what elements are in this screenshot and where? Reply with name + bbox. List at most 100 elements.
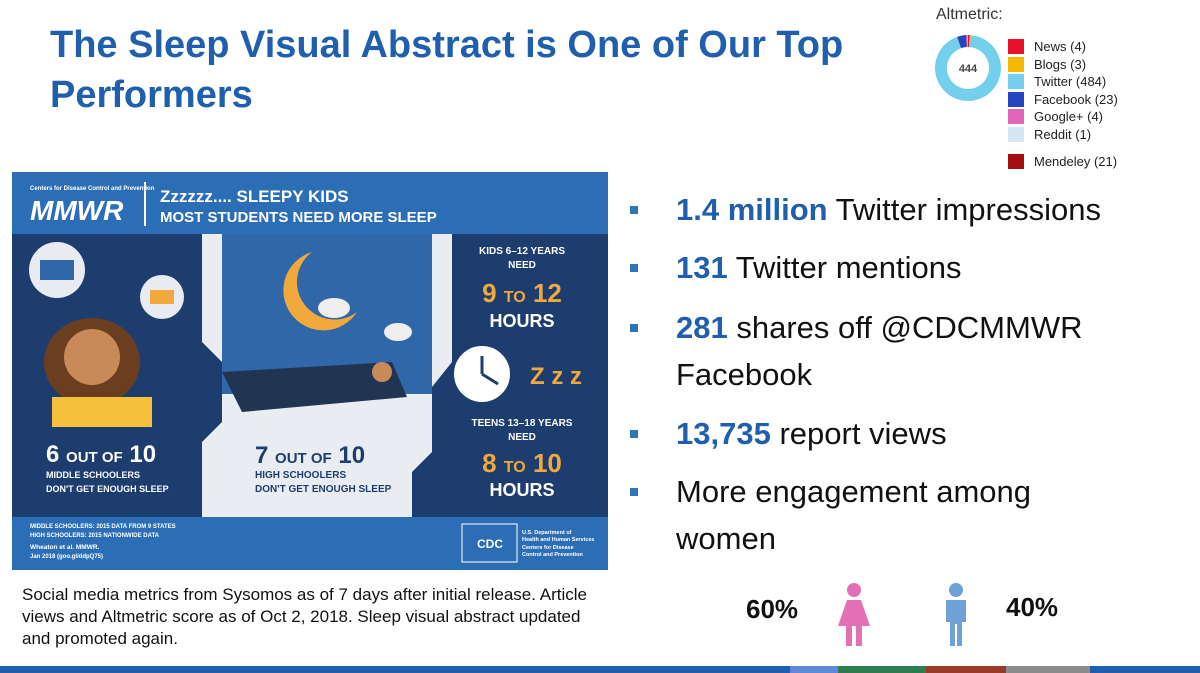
citation: Wheaton et al. MMWR.: [30, 544, 100, 551]
bottom-bar: [0, 666, 1200, 673]
bar-segment: [1006, 666, 1090, 673]
range-joiner: TO: [504, 289, 526, 306]
high-line: DON'T GET ENOUGH SLEEP: [255, 484, 392, 495]
middle-line: DON'T GET ENOUGH SLEEP: [46, 484, 169, 494]
hhs-line: Centers for Disease: [522, 545, 574, 551]
donut-center: [948, 48, 988, 88]
sheep: [318, 298, 350, 318]
bullet-item: More engagement among women: [630, 468, 1116, 562]
stat-joiner: OUT OF: [275, 450, 332, 467]
girl-body: [52, 397, 152, 427]
citation: Jan 2018 (goo.gl/ddpQ75): [30, 554, 103, 560]
icon-head: [847, 583, 861, 597]
legend-label: Reddit (1): [1034, 127, 1092, 142]
info-header: [12, 172, 608, 234]
stat-number: 10: [338, 442, 365, 469]
bullet-item: 131 Twitter mentions: [630, 244, 1196, 291]
high-line: HIGH SCHOOLERS: [255, 470, 346, 481]
bullet-item: 1.4 million Twitter impressions: [630, 186, 1196, 233]
range-from: 8: [482, 448, 496, 478]
kids-group: KIDS 6–12 YEARS: [479, 246, 565, 257]
middle-stat: 6 OUT OF 10: [46, 441, 156, 468]
legend-swatch: [1008, 91, 1024, 107]
slide-title: The Sleep Visual Abstract is One of Our …: [50, 24, 844, 116]
bullet-marker: [630, 324, 638, 332]
hhs-line: Control and Prevention: [522, 552, 583, 558]
bullet-marker: [630, 488, 638, 496]
icon-head: [949, 583, 963, 597]
cdc-logo: CDC: [477, 537, 503, 551]
cdc-badge: [461, 523, 518, 563]
woman-icon: [838, 583, 870, 646]
legend-label: Facebook (23): [1034, 91, 1118, 107]
bar-segment: [1090, 666, 1200, 673]
bullet-item: 13,735 report views: [630, 410, 1196, 457]
snore: Z z z: [530, 363, 582, 390]
donut-segment: [957, 35, 967, 49]
legend-label: News (4): [1034, 39, 1087, 54]
hhs-line: Health and Human Services: [522, 537, 594, 543]
source-line: HIGH SCHOOLERS: 2015 NATIONWIDE DATA: [30, 533, 160, 539]
bullet-marker: [630, 430, 638, 438]
teens-range: 8 TO 10: [482, 448, 562, 478]
kids-unit: HOURS: [489, 311, 554, 331]
range-to: 10: [533, 448, 562, 478]
bullet-marker: [630, 206, 638, 214]
women-percent: 60%: [746, 594, 799, 624]
girl-face: [64, 329, 120, 385]
legend-label: Twitter (484): [1034, 74, 1107, 90]
stat-joiner: OUT OF: [66, 449, 123, 466]
info-footer: [12, 517, 608, 570]
donut-segment: [969, 35, 971, 48]
hhs-line: U.S. Department of: [522, 530, 572, 536]
bar-segment: [926, 666, 1006, 673]
moon: [283, 252, 357, 331]
stat-number: 6: [46, 441, 59, 468]
clock-hands: [480, 356, 499, 386]
high-stat: 7 OUT OF 10: [255, 442, 365, 469]
bullet-text: shares off @CDCMMWR Facebook: [676, 310, 1083, 392]
legend-swatch: [1008, 56, 1024, 72]
bullet-marker: [630, 264, 638, 272]
teens-unit: HOURS: [489, 480, 554, 500]
bed-icon: [150, 290, 174, 304]
bullet-text: Twitter impressions: [835, 192, 1101, 227]
source-line: MIDDLE SCHOOLERS: 2015 DATA FROM 9 STATE…: [30, 524, 176, 530]
kids-range: 9 TO 12: [482, 278, 562, 308]
bullet-text: Twitter mentions: [735, 250, 962, 285]
bullet-text: More engagement among women: [676, 474, 1032, 556]
bar-segment: [790, 666, 838, 673]
men-percent: 40%: [1006, 592, 1059, 622]
bullet-text: report views: [779, 416, 947, 451]
sheep: [384, 323, 412, 341]
footnote: Social media metrics from Sysomos as of …: [22, 585, 587, 648]
legend-swatch: [1008, 109, 1024, 125]
teens-need: NEED: [508, 432, 536, 443]
bar-segment: [0, 666, 790, 673]
range-joiner: TO: [504, 459, 526, 476]
tv-icon: [40, 260, 74, 280]
stat-number: 10: [129, 441, 156, 468]
legend-label: Mendeley (21): [1034, 154, 1118, 169]
bullet-highlight: 13,735: [676, 416, 771, 451]
legend-swatch: [1008, 154, 1024, 169]
icon-body: [838, 600, 870, 646]
altmetric-label: Altmetric:: [936, 6, 1003, 23]
teens-group: TEENS 13–18 YEARS: [472, 418, 573, 429]
man-icon: [946, 583, 966, 646]
infographic: Centers for Disease Control and Preventi…: [12, 172, 608, 570]
sleeper-head: [372, 362, 392, 382]
range-from: 9: [482, 278, 496, 308]
sleeper: [222, 362, 407, 412]
middle-line: MIDDLE SCHOOLERS: [46, 470, 140, 480]
altmetric-score: 444: [959, 63, 978, 75]
icon-body: [946, 600, 966, 646]
stat-number: 7: [255, 442, 268, 469]
donut-segment: [966, 35, 968, 48]
bar-segment: [838, 666, 926, 673]
legend-label: Blogs (3): [1034, 56, 1087, 72]
donut-segment: [935, 35, 1002, 102]
agency: Centers for Disease Control and Preventi…: [30, 186, 155, 192]
subhead: MOST STUDENTS NEED MORE SLEEP: [160, 209, 437, 226]
